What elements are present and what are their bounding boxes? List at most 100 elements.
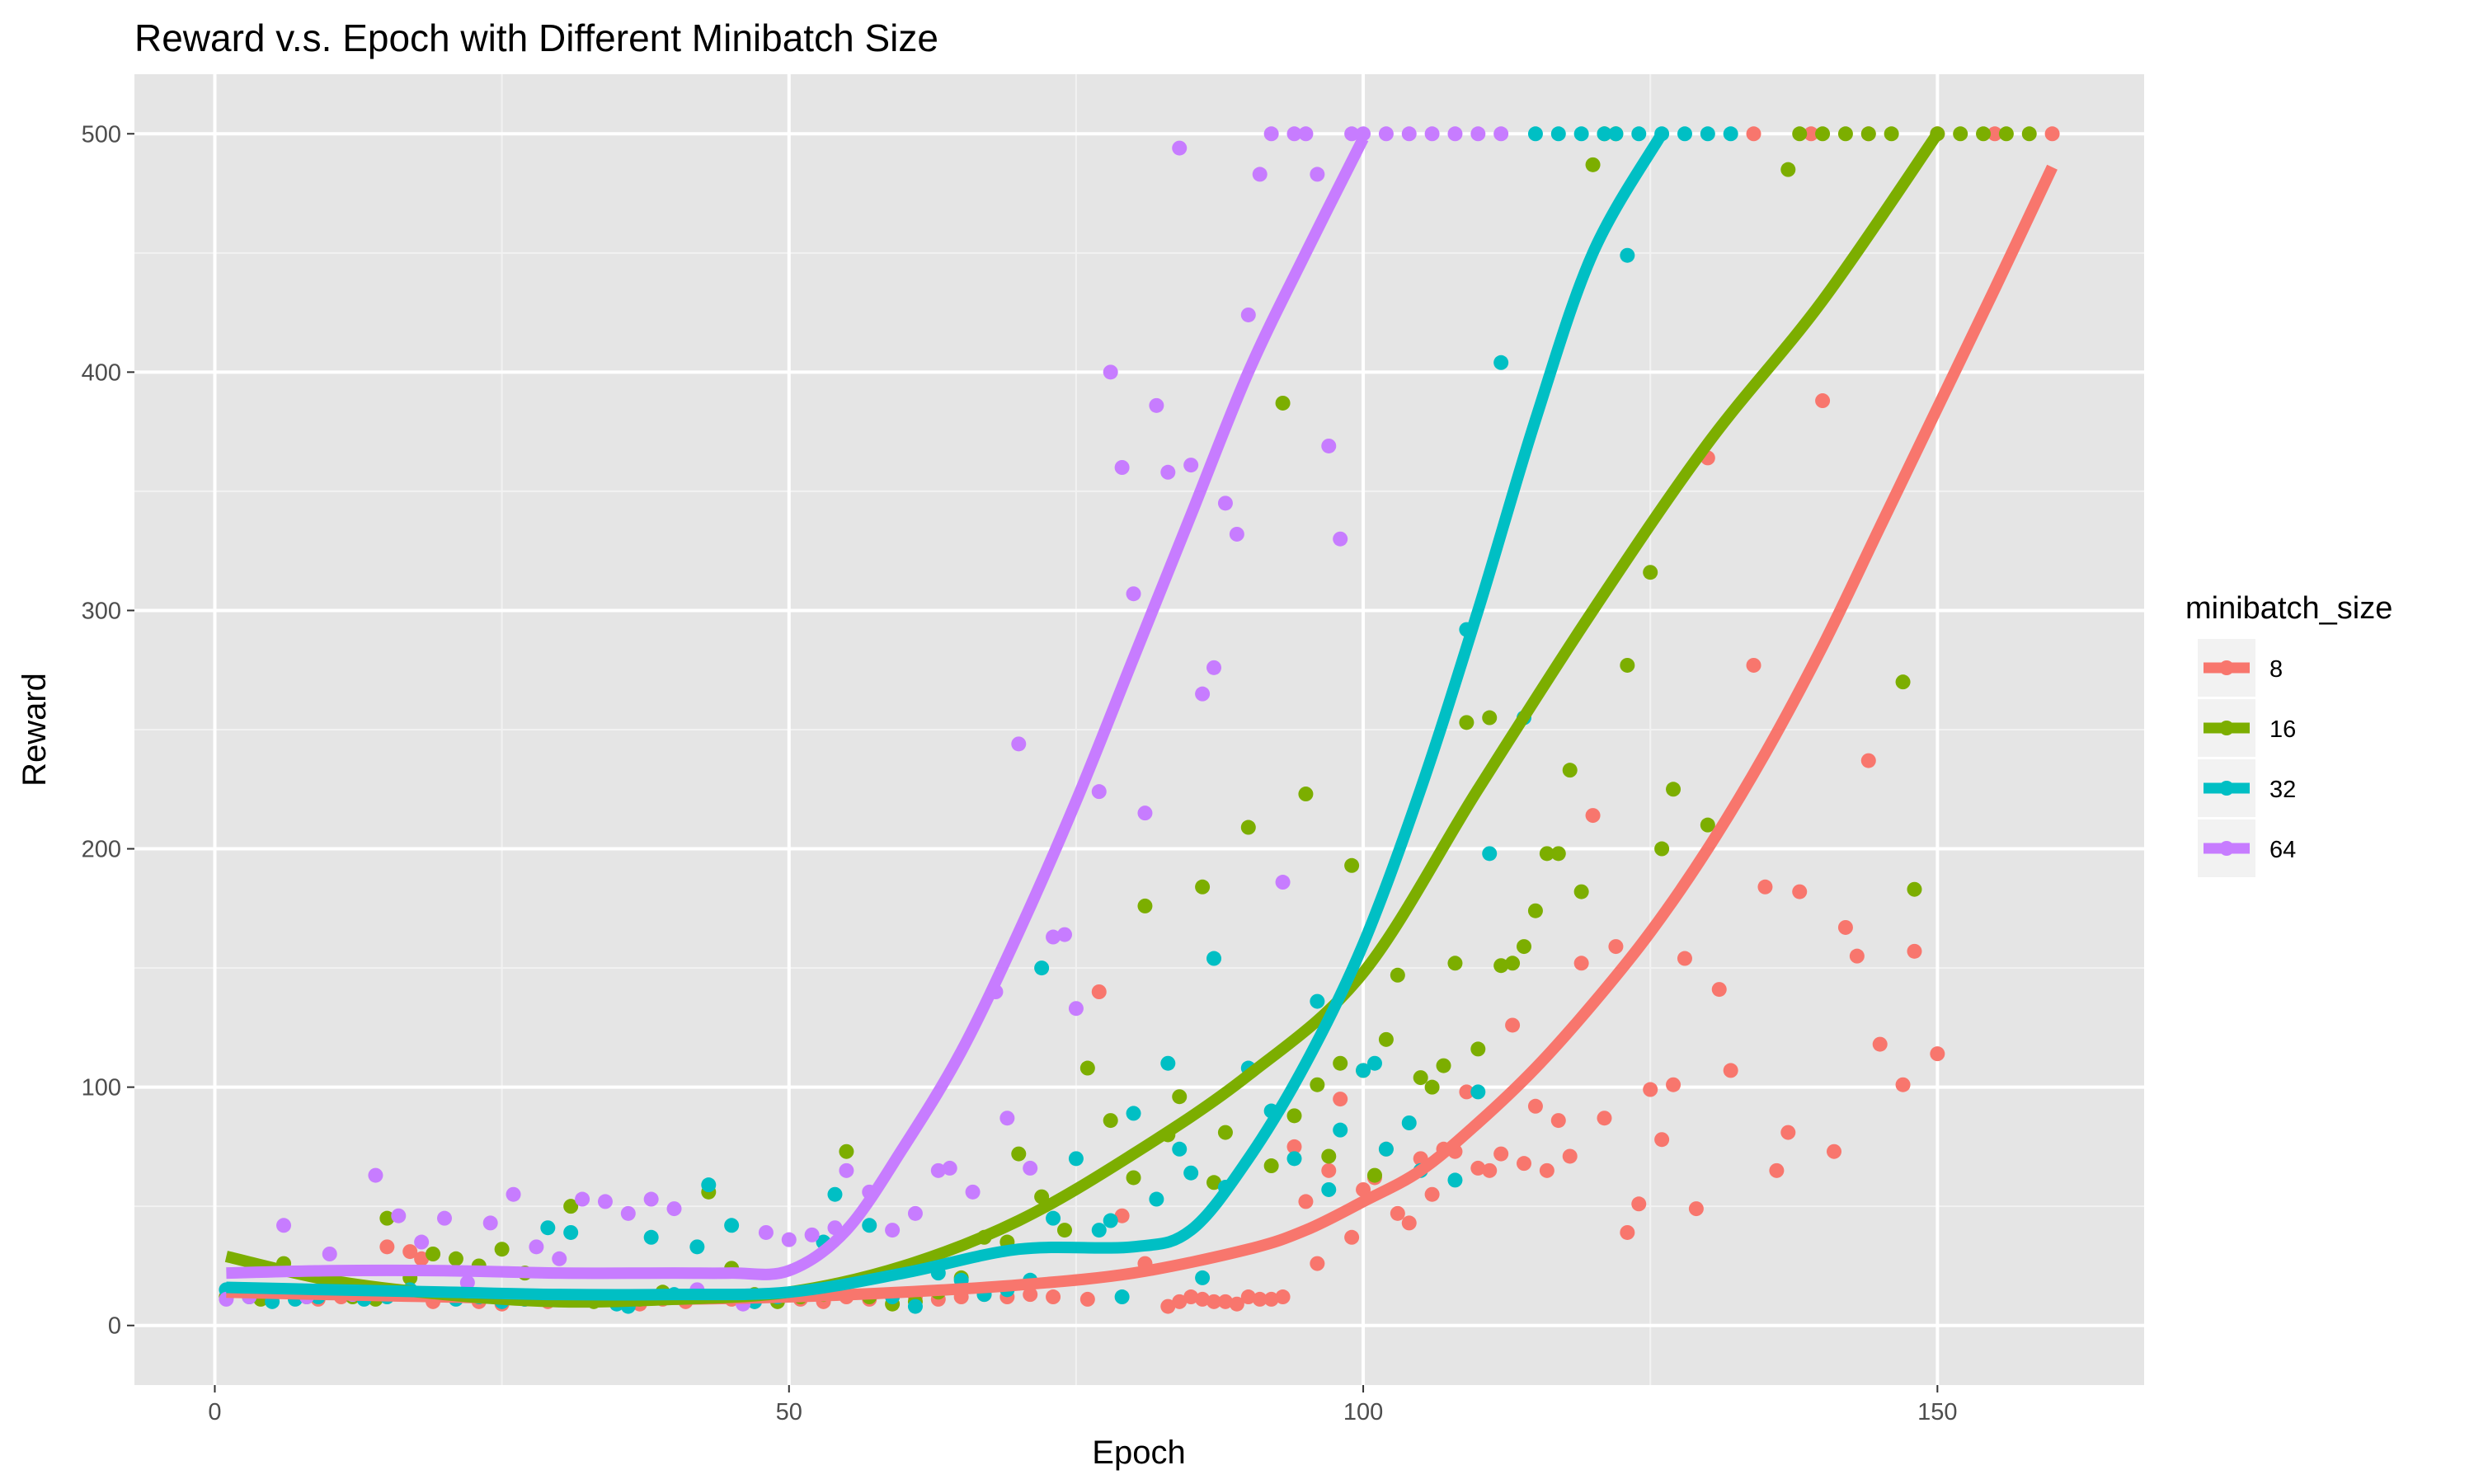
y-axis-title: Reward (16, 673, 53, 787)
point-32 (1631, 126, 1647, 142)
point-16 (1206, 1175, 1222, 1190)
point-32 (563, 1224, 579, 1240)
grid-minor (134, 74, 2144, 1385)
point-64 (1068, 1001, 1084, 1017)
point-8 (414, 1251, 430, 1266)
point-8 (1723, 1063, 1738, 1078)
point-32 (1103, 1213, 1118, 1228)
point-16 (1413, 1070, 1428, 1086)
point-64 (436, 1210, 452, 1226)
point-32 (1378, 1141, 1394, 1157)
legend-label: 16 (2269, 716, 2296, 743)
point-16 (1390, 967, 1405, 983)
point-16 (1217, 1125, 1233, 1140)
point-16 (1079, 1060, 1095, 1076)
point-8 (1631, 1196, 1647, 1212)
point-32 (862, 1218, 877, 1233)
trend-line-32 (226, 130, 1667, 1301)
point-32 (1366, 1055, 1382, 1071)
point-16 (1643, 565, 1658, 580)
point-32 (1126, 1106, 1141, 1121)
point-8 (1780, 1125, 1796, 1140)
point-16 (1424, 1079, 1440, 1095)
point-8 (1827, 1144, 1842, 1159)
point-16 (1240, 819, 1256, 835)
point-16 (1310, 1077, 1325, 1092)
point-64 (368, 1167, 383, 1183)
point-32 (1677, 126, 1692, 142)
point-32 (1573, 126, 1589, 142)
point-32 (1608, 126, 1624, 142)
point-8 (1550, 1113, 1566, 1129)
point-16 (839, 1144, 854, 1159)
point-32 (1160, 1055, 1176, 1071)
point-32 (1700, 126, 1715, 142)
point-64 (459, 1275, 475, 1290)
trend-line-64 (226, 135, 1369, 1280)
point-8 (1195, 1291, 1211, 1307)
point-32 (1723, 126, 1738, 142)
point-8 (1746, 126, 1761, 142)
point-16 (1792, 126, 1808, 142)
y-tick-label: 500 (82, 121, 121, 148)
point-32 (1321, 1181, 1337, 1197)
point-64 (1252, 167, 1268, 182)
point-32 (701, 1177, 717, 1193)
point-8 (1206, 1294, 1222, 1309)
point-8 (1849, 948, 1865, 964)
point-16 (1275, 395, 1291, 411)
x-tick-label: 150 (1917, 1399, 1957, 1425)
point-16 (1436, 1058, 1451, 1073)
point-8 (1573, 956, 1589, 971)
point-64 (414, 1234, 430, 1250)
point-16 (1815, 126, 1831, 142)
point-64 (1470, 126, 1486, 142)
point-32 (1195, 1270, 1211, 1285)
legend-key-point (2219, 781, 2234, 796)
point-64 (999, 1111, 1015, 1126)
y-tick-label: 0 (108, 1313, 121, 1340)
point-8 (1229, 1296, 1244, 1312)
point-8 (1263, 1291, 1279, 1307)
point-64 (804, 1227, 820, 1242)
point-16 (426, 1247, 441, 1261)
point-8 (1688, 1201, 1704, 1217)
point-32 (540, 1220, 556, 1236)
point-64 (1401, 126, 1417, 142)
point-64 (506, 1186, 521, 1202)
point-8 (1459, 1084, 1475, 1100)
point-64 (1275, 875, 1291, 890)
point-32 (1172, 1141, 1188, 1157)
point-8 (1597, 1111, 1612, 1126)
point-64 (1172, 140, 1188, 156)
point-16 (1333, 1055, 1348, 1071)
point-8 (1493, 1146, 1509, 1162)
x-axis: 0 50 100 150 (208, 1385, 1958, 1425)
y-tick-label: 100 (82, 1075, 121, 1101)
trend-line-16 (224, 130, 1943, 1308)
point-8 (1470, 1160, 1486, 1176)
point-32 (724, 1218, 740, 1233)
point-8 (1815, 393, 1831, 409)
point-32 (1333, 1122, 1348, 1138)
point-64 (529, 1239, 544, 1255)
point-32 (1493, 355, 1509, 370)
point-64 (1160, 464, 1176, 480)
point-16 (1620, 657, 1635, 673)
point-16 (448, 1251, 463, 1266)
point-16 (1103, 1113, 1118, 1129)
point-32 (1527, 126, 1543, 142)
point-64 (575, 1191, 590, 1207)
point-64 (1217, 495, 1233, 511)
point-16 (1562, 763, 1578, 778)
point-32 (1310, 993, 1325, 1009)
x-axis-title: Epoch (1092, 1435, 1185, 1471)
point-16 (1298, 787, 1314, 802)
point-16 (1263, 1158, 1279, 1174)
point-64 (1195, 686, 1211, 702)
point-8 (1804, 126, 1819, 142)
point-64 (1056, 927, 1072, 942)
point-64 (781, 1232, 797, 1247)
point-64 (1493, 126, 1509, 142)
